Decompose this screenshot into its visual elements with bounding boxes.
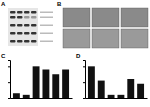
bar (23, 95, 30, 98)
blot-label-line (40, 41, 53, 43)
blot-band (24, 11, 30, 14)
bar (42, 70, 49, 99)
blot-band (17, 11, 23, 14)
blot-band (31, 40, 37, 43)
blot-band (31, 24, 37, 27)
micrograph (63, 29, 90, 48)
panel-label: B (57, 1, 62, 7)
blot-band (17, 16, 23, 19)
tick (8, 82, 10, 83)
axis-line (83, 61, 86, 99)
figure: A B C D (0, 0, 150, 107)
blot-band (31, 16, 37, 19)
bar (52, 74, 59, 98)
blot-bg (8, 8, 38, 46)
tick-mark (8, 82, 10, 83)
tick-mark (83, 66, 85, 67)
bar (117, 95, 124, 98)
micrographs (63, 8, 148, 48)
bar (127, 79, 134, 98)
micrograph (92, 8, 119, 27)
bar (137, 84, 144, 98)
panel-label: C (1, 53, 6, 59)
bar (33, 66, 40, 98)
tick (83, 66, 85, 67)
blot-band (31, 32, 37, 35)
axis-line (8, 61, 11, 99)
tick-mark (83, 98, 85, 99)
blot-band (17, 32, 23, 35)
bars (88, 66, 144, 98)
bar (62, 70, 69, 99)
micrograph (121, 8, 148, 27)
bars (13, 66, 69, 98)
tick (8, 98, 10, 99)
micrograph (63, 8, 90, 27)
blot-band (24, 16, 30, 19)
blot-label-line (40, 25, 53, 27)
panel-label: D (76, 53, 81, 59)
blot-label-line (40, 33, 53, 35)
blot-label-line (40, 12, 53, 14)
blot-band (24, 40, 30, 43)
tick (8, 66, 10, 67)
blot-band (10, 16, 16, 19)
tick-mark (8, 66, 10, 67)
blot-band (10, 40, 16, 43)
axis-line (86, 98, 148, 99)
y-axis (8, 61, 11, 99)
blot-band (24, 24, 30, 27)
blot (8, 8, 53, 46)
tick-mark (8, 98, 10, 99)
blot-band (17, 40, 23, 43)
axis-line (11, 98, 73, 99)
bar (13, 93, 20, 98)
blot-band (10, 11, 16, 14)
blot-band (17, 24, 23, 27)
blot-band (24, 32, 30, 35)
micrograph (121, 29, 148, 48)
bar (88, 66, 95, 98)
blot-label-line (40, 17, 53, 19)
panel-label: A (1, 1, 6, 7)
blot-band (31, 11, 37, 14)
y-axis (83, 61, 86, 99)
bar (98, 81, 105, 98)
tick (83, 82, 85, 83)
blot-band (10, 24, 16, 27)
bar (108, 95, 115, 98)
blot-band (10, 32, 16, 35)
micrograph (92, 29, 119, 48)
tick (83, 98, 85, 99)
tick-mark (83, 82, 85, 83)
